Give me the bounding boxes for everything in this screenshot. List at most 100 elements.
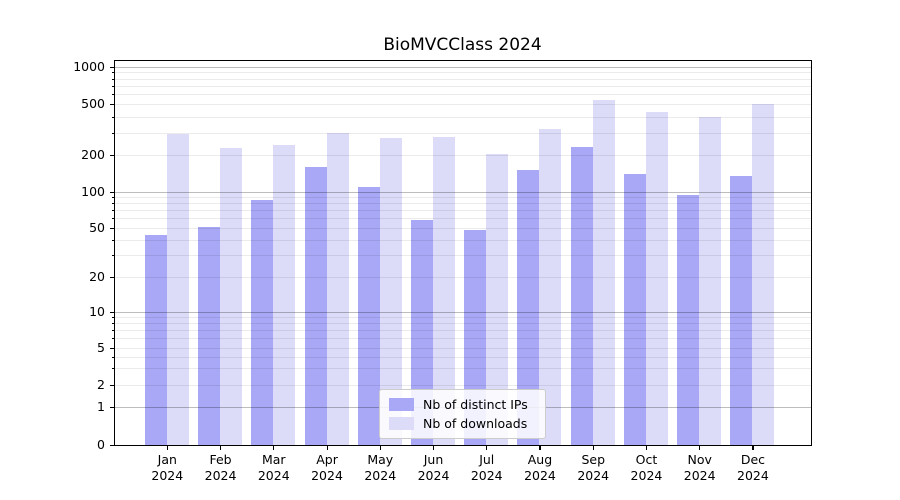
y-tick-mark bbox=[109, 66, 114, 68]
gridline-minor bbox=[114, 218, 811, 220]
x-tick-label: Nov 2024 bbox=[683, 452, 716, 483]
bar-distinct-ips-jan bbox=[144, 234, 167, 445]
bar-downloads-jun bbox=[433, 137, 455, 445]
bar-distinct-ips-may bbox=[357, 186, 380, 445]
bar-downloads-aug bbox=[539, 128, 562, 445]
x-tick-mark bbox=[273, 446, 275, 450]
x-tick-label: Jan 2024 bbox=[151, 452, 184, 483]
bar-downloads-apr bbox=[326, 132, 349, 445]
axis-spine-top bbox=[114, 60, 812, 61]
gridline-minor bbox=[114, 72, 811, 74]
y-minor-tick-mark bbox=[111, 385, 114, 386]
x-tick-label: May 2024 bbox=[364, 452, 397, 483]
y-tick-label: 100 bbox=[81, 183, 105, 199]
y-tick-mark bbox=[109, 406, 114, 408]
y-minor-tick-mark bbox=[111, 155, 114, 156]
y-tick-label: 500 bbox=[81, 96, 105, 112]
bar-downloads-sep bbox=[592, 99, 615, 445]
bar-distinct-ips-sep bbox=[570, 147, 593, 445]
gridline-minor bbox=[114, 203, 811, 205]
x-tick-mark bbox=[433, 446, 435, 450]
gridline-major bbox=[114, 66, 811, 68]
axis-spine-right bbox=[811, 60, 812, 446]
gridline-major bbox=[114, 312, 811, 313]
x-tick-label: Oct 2024 bbox=[630, 452, 663, 483]
bar-distinct-ips-apr bbox=[304, 166, 327, 445]
y-minor-tick-mark bbox=[111, 347, 114, 349]
legend-label-distinct-ips: Nb of distinct IPs bbox=[423, 397, 528, 412]
legend: Nb of distinct IPs Nb of downloads bbox=[379, 389, 546, 439]
gridline-minor bbox=[114, 317, 811, 319]
y-tick-label: 200 bbox=[81, 147, 105, 162]
x-tick-mark bbox=[326, 446, 328, 450]
y-minor-tick-mark bbox=[111, 86, 114, 88]
bar-distinct-ips-nov bbox=[677, 194, 700, 445]
y-minor-tick-mark bbox=[111, 330, 114, 332]
x-tick-label: Dec 2024 bbox=[737, 452, 769, 483]
x-tick-mark bbox=[539, 446, 541, 450]
bar-downloads-mar bbox=[273, 144, 296, 445]
gridline-minor bbox=[114, 155, 811, 156]
y-tick-label: 20 bbox=[89, 269, 105, 284]
y-minor-tick-mark bbox=[111, 368, 114, 370]
y-tick-label: 5 bbox=[97, 339, 105, 355]
gridline-minor bbox=[114, 104, 811, 106]
chart-title: BioMVCClass 2024 bbox=[383, 35, 542, 55]
y-minor-tick-mark bbox=[111, 116, 114, 118]
bar-distinct-ips-dec bbox=[730, 175, 753, 445]
gridline-minor bbox=[114, 347, 811, 349]
gridline-minor bbox=[114, 338, 811, 340]
bar-downloads-nov bbox=[699, 117, 722, 445]
gridline-minor bbox=[114, 323, 811, 325]
y-minor-tick-mark bbox=[111, 227, 114, 229]
y-tick-label: 2 bbox=[97, 377, 105, 392]
y-minor-tick-mark bbox=[111, 317, 114, 319]
gridline-minor bbox=[114, 239, 811, 241]
bar-downloads-jan bbox=[166, 134, 189, 445]
bar-distinct-ips-jun bbox=[411, 219, 433, 445]
y-tick-mark bbox=[109, 312, 114, 314]
legend-swatch-downloads bbox=[389, 417, 414, 430]
bar-distinct-ips-mar bbox=[251, 200, 274, 445]
y-minor-tick-mark bbox=[111, 197, 114, 199]
y-minor-tick-mark bbox=[111, 132, 114, 134]
bar-downloads-dec bbox=[752, 103, 775, 445]
bar-downloads-may bbox=[379, 138, 402, 445]
x-tick-label: Feb 2024 bbox=[204, 452, 237, 483]
y-minor-tick-mark bbox=[111, 338, 114, 340]
x-tick-mark bbox=[645, 446, 648, 450]
gridline-minor bbox=[114, 368, 811, 370]
y-tick-label: 0 bbox=[97, 437, 105, 452]
y-tick-label: 10 bbox=[89, 304, 105, 319]
x-tick-mark bbox=[699, 446, 701, 450]
gridline-minor bbox=[114, 255, 811, 257]
gridline-minor bbox=[114, 227, 811, 229]
x-tick-label: Mar 2024 bbox=[257, 452, 290, 483]
legend-swatch-distinct-ips bbox=[389, 398, 414, 411]
x-tick-mark bbox=[486, 446, 488, 450]
gridline-minor bbox=[114, 78, 811, 80]
y-minor-tick-mark bbox=[111, 203, 114, 205]
bar-distinct-ips-aug bbox=[517, 170, 540, 445]
y-tick-mark bbox=[109, 191, 114, 193]
bar-distinct-ips-oct bbox=[623, 173, 646, 445]
gridline-major bbox=[114, 191, 811, 193]
gridline-minor bbox=[114, 116, 811, 118]
y-minor-tick-mark bbox=[111, 78, 114, 80]
x-tick-mark bbox=[592, 446, 594, 450]
y-minor-tick-mark bbox=[111, 218, 114, 220]
x-tick-label: Jul 2024 bbox=[470, 452, 503, 483]
y-minor-tick-mark bbox=[111, 239, 114, 241]
x-tick-label: Sep 2024 bbox=[577, 452, 610, 483]
axis-spine-left bbox=[114, 60, 115, 446]
y-minor-tick-mark bbox=[111, 255, 114, 257]
gridline-minor bbox=[114, 132, 811, 134]
bar-downloads-feb bbox=[220, 148, 243, 445]
legend-row-downloads: Nb of downloads bbox=[389, 414, 536, 433]
x-tick-mark bbox=[379, 446, 381, 450]
y-tick-label: 50 bbox=[89, 219, 105, 235]
y-tick-mark bbox=[109, 445, 114, 447]
bar-distinct-ips-feb bbox=[198, 226, 221, 445]
y-minor-tick-mark bbox=[111, 72, 114, 74]
